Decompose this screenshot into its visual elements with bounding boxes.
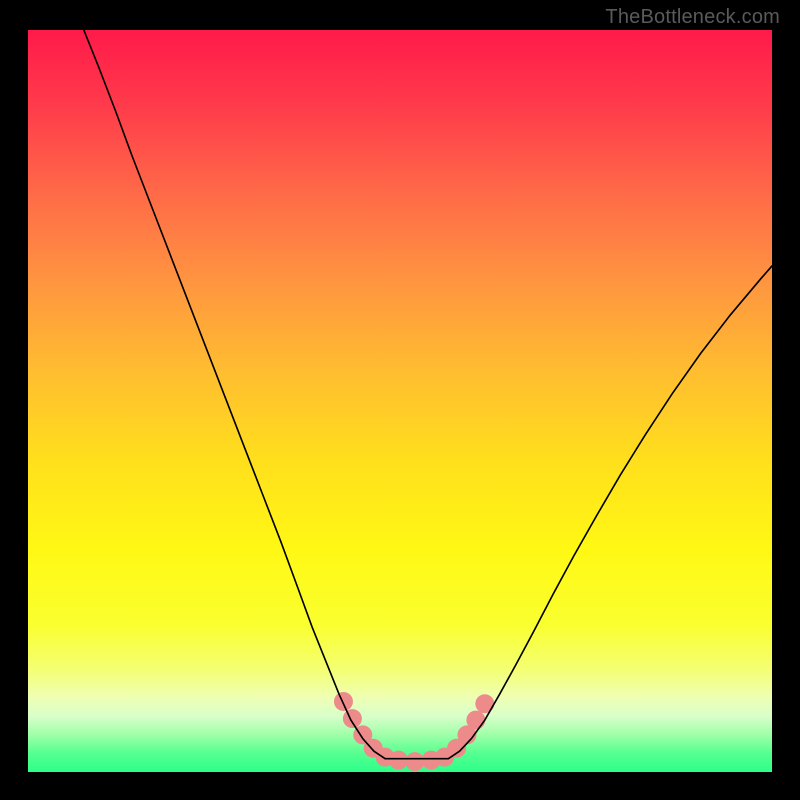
marker-dot — [466, 711, 485, 730]
marker-dot — [343, 709, 362, 728]
right-curve — [448, 266, 772, 759]
marker-dot — [389, 751, 408, 770]
attribution-label: TheBottleneck.com — [605, 6, 780, 29]
plot-area — [28, 30, 772, 772]
curves-layer — [28, 30, 772, 772]
marker-dot — [405, 752, 424, 771]
marker-dot — [475, 694, 494, 713]
chart-frame: TheBottleneck.com — [0, 0, 800, 800]
left-curve — [84, 30, 385, 759]
marker-dot — [334, 692, 353, 711]
